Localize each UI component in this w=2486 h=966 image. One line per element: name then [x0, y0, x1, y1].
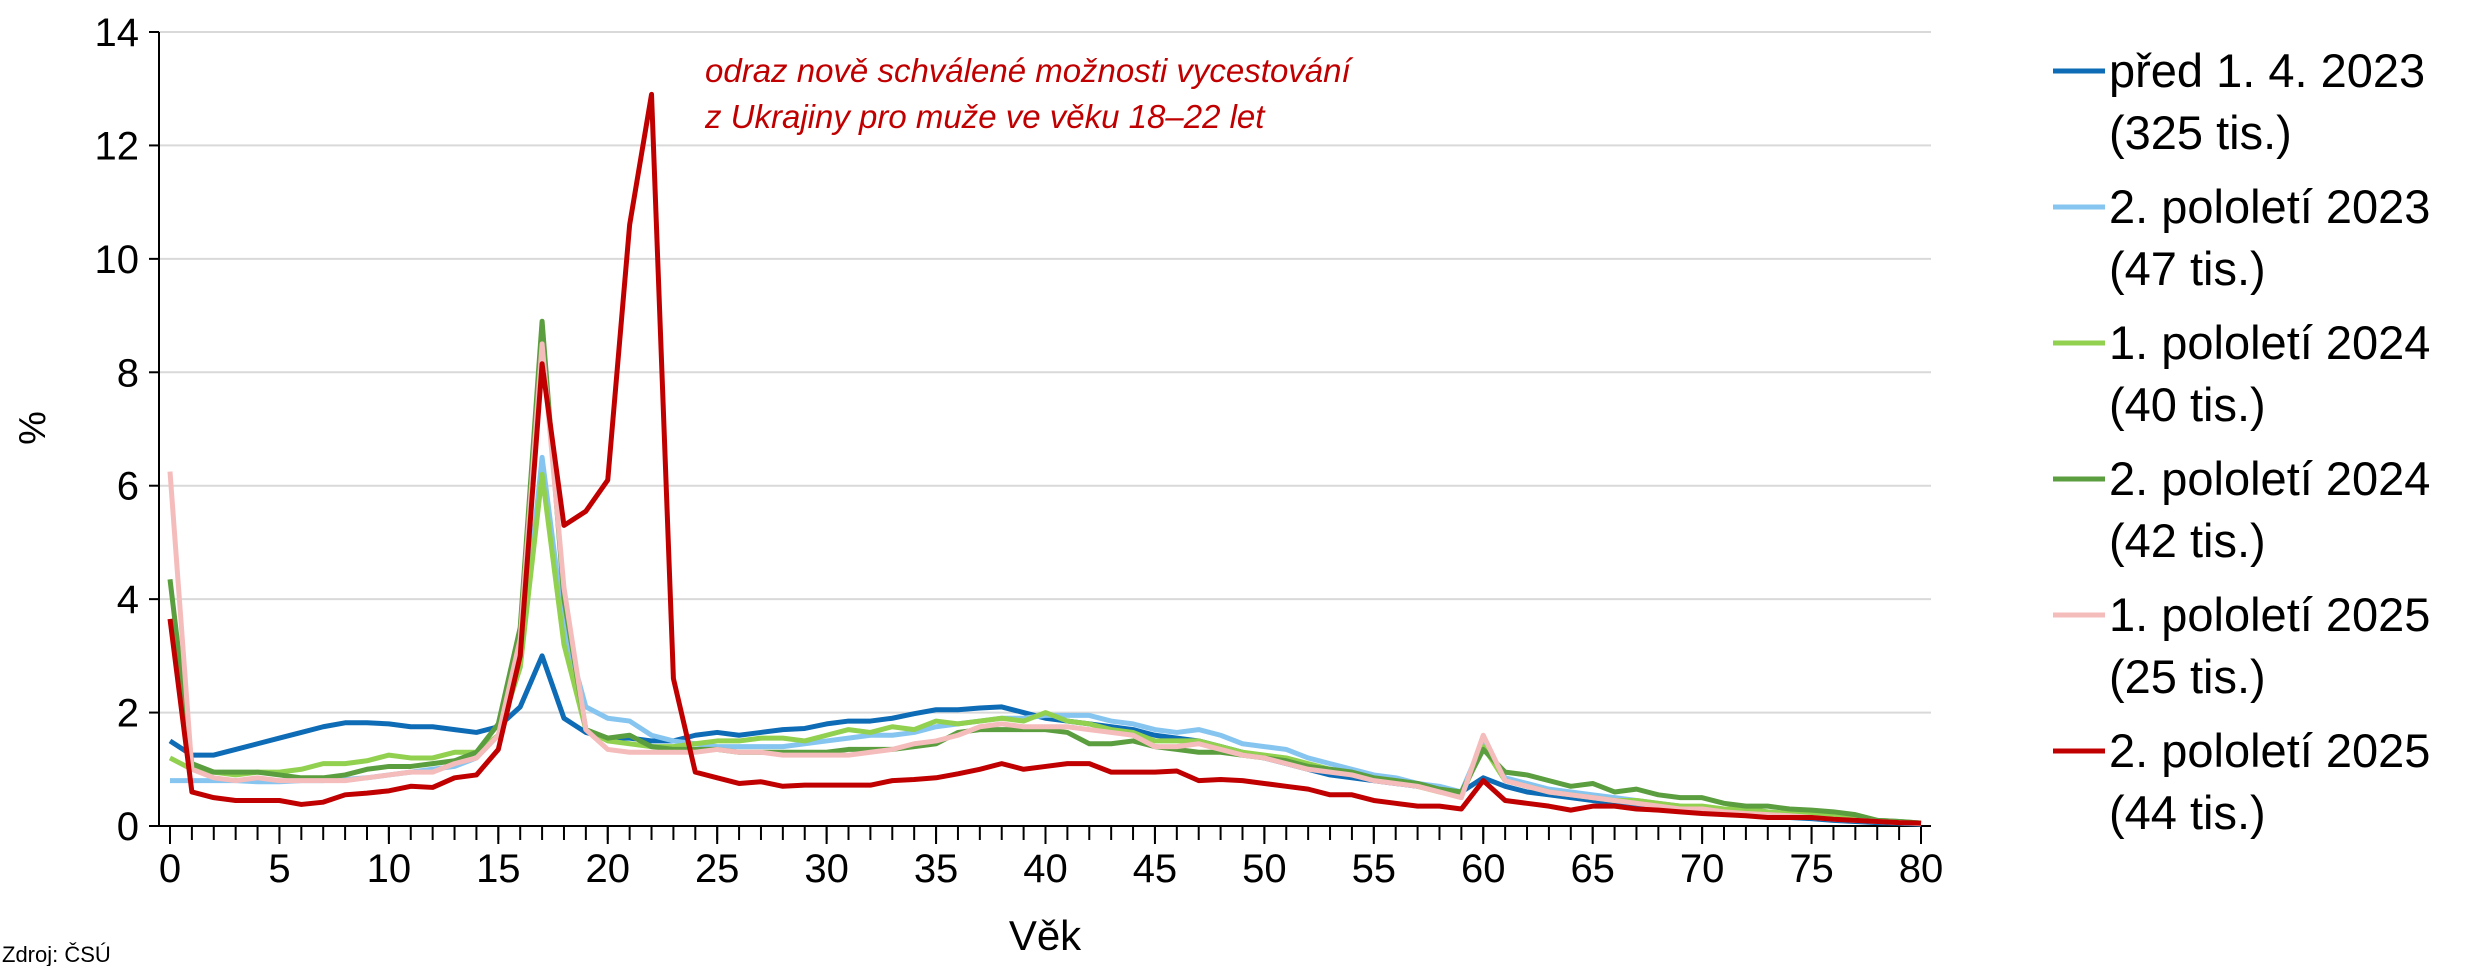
- x-axis-label: Věk: [1009, 912, 1082, 959]
- legend-label: 2. pololetí 2024 (42 tis.): [2109, 452, 2430, 567]
- legend-label: před 1. 4. 2023 (325 tis.): [2109, 44, 2425, 159]
- series-line: [167, 91, 1922, 826]
- annotation: z Ukrajiny pro muže ve věku 18–22 let: [704, 98, 1266, 135]
- y-tick-label: 12: [95, 124, 140, 168]
- x-tick-label: 80: [1899, 847, 1944, 891]
- x-tick-label: 45: [1133, 847, 1178, 891]
- legend-label: 1. pololetí 2025 (25 tis.): [2109, 588, 2430, 703]
- x-tick-label: 40: [1023, 847, 1068, 891]
- legend-label: 1. pololetí 2024 (40 tis.): [2109, 316, 2430, 431]
- series-line: [168, 653, 1922, 827]
- x-tick-label: 65: [1570, 847, 1615, 891]
- x-tick-label: 15: [476, 847, 521, 891]
- y-tick-label: 14: [95, 11, 140, 55]
- legend-label: 2. pololetí 2025 (44 tis.): [2109, 724, 2430, 839]
- annotation: odraz nově schválené možnosti vycestován…: [705, 52, 1354, 89]
- x-tick-label: 50: [1242, 847, 1287, 891]
- series-line: [167, 318, 1922, 826]
- y-tick-label: 4: [117, 578, 139, 622]
- x-tick-label: 75: [1789, 847, 1834, 891]
- x-tick-label: 20: [586, 847, 631, 891]
- x-tick-label: 5: [268, 847, 290, 891]
- y-tick-label: 2: [117, 692, 139, 736]
- y-axis-label: %: [12, 411, 54, 445]
- x-tick-label: 25: [695, 847, 740, 891]
- x-tick-label: 30: [804, 847, 849, 891]
- x-tick-label: 55: [1352, 847, 1397, 891]
- legend-label: 2. pololetí 2023 (47 tis.): [2109, 180, 2430, 295]
- x-tick-label: 10: [367, 847, 412, 891]
- y-tick-label: 0: [117, 805, 139, 849]
- y-tick-label: 6: [117, 465, 139, 509]
- series-line: [167, 341, 1922, 827]
- x-tick-label: 60: [1461, 847, 1506, 891]
- source: Zdroj: ČSÚ: [2, 942, 111, 966]
- x-tick-label: 0: [159, 847, 181, 891]
- x-tick-label: 70: [1680, 847, 1725, 891]
- y-tick-label: 8: [117, 351, 139, 395]
- y-tick-label: 10: [95, 238, 140, 282]
- x-tick-label: 35: [914, 847, 959, 891]
